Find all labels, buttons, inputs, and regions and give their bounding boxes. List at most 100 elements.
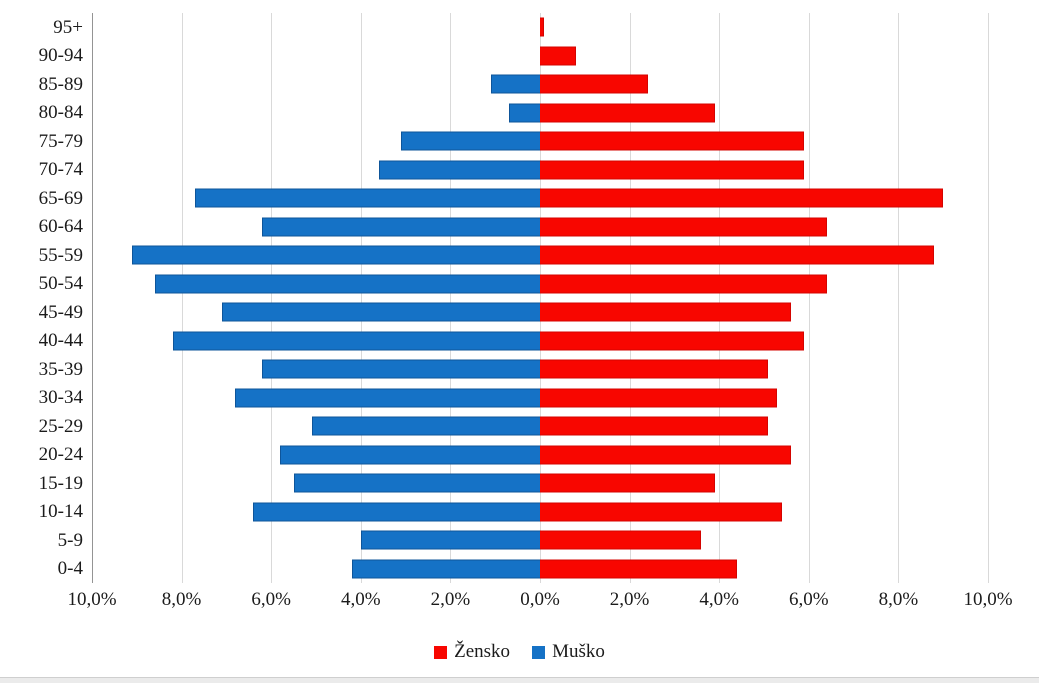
zensko-bar-75-79 [540, 131, 805, 151]
zensko-bar-60-64 [540, 217, 827, 237]
x-tick-label: 8,0% [878, 589, 919, 610]
zensko-bar-15-19 [540, 473, 715, 493]
legend: Žensko Muško [0, 641, 1039, 663]
zensko-bar-85-89 [540, 74, 648, 94]
musko-bar-40-44 [172, 331, 540, 351]
musko-swatch-icon [532, 645, 546, 659]
x-tick-label: 2,0% [609, 589, 650, 610]
age-label-80-84: 80-84 [38, 102, 83, 124]
pyramid-row-15-19 [92, 469, 988, 498]
age-label-70-74: 70-74 [38, 159, 83, 181]
zensko-bar-95+ [540, 17, 545, 37]
bar-rows [92, 13, 988, 583]
musko-bar-15-19 [293, 473, 540, 493]
musko-bar-25-29 [311, 416, 540, 436]
legend-item-musko: Muško [532, 641, 605, 663]
musko-bar-5-9 [360, 530, 540, 550]
musko-bar-20-24 [280, 445, 540, 465]
musko-bar-80-84 [508, 103, 540, 123]
window-bottom-edge [0, 677, 1039, 683]
gridline [629, 13, 631, 583]
zensko-bar-0-4 [540, 559, 738, 579]
age-label-25-29: 25-29 [38, 415, 83, 437]
zensko-bar-45-49 [540, 302, 791, 322]
age-label-0-4: 0-4 [57, 558, 83, 580]
zensko-bar-20-24 [540, 445, 791, 465]
gridline [271, 13, 273, 583]
pyramid-row-65-69 [92, 184, 988, 213]
zensko-swatch-icon [434, 645, 448, 659]
musko-bar-30-34 [235, 388, 540, 408]
age-label-20-24: 20-24 [38, 444, 83, 466]
gridline [360, 13, 362, 583]
age-label-50-54: 50-54 [38, 273, 83, 295]
x-tick-label: 6,0% [251, 589, 291, 610]
age-label-45-49: 45-49 [38, 301, 83, 323]
age-label-65-69: 65-69 [38, 187, 83, 209]
pyramid-row-85-89 [92, 70, 988, 99]
musko-bar-70-74 [378, 160, 540, 180]
pyramid-row-20-24 [92, 441, 988, 470]
musko-bar-10-14 [253, 502, 540, 522]
legend-item-zensko: Žensko [434, 641, 510, 663]
zensko-bar-25-29 [540, 416, 769, 436]
age-label-40-44: 40-44 [38, 330, 83, 352]
x-tick-label: 4,0% [699, 589, 739, 610]
zensko-bar-90-94 [540, 46, 576, 66]
pyramid-row-10-14 [92, 498, 988, 527]
pyramid-row-25-29 [92, 412, 988, 441]
age-label-85-89: 85-89 [38, 73, 83, 95]
zensko-bar-40-44 [540, 331, 805, 351]
musko-bar-50-54 [154, 274, 540, 294]
zensko-bar-30-34 [540, 388, 778, 408]
gridline [898, 13, 900, 583]
pyramid-row-30-34 [92, 384, 988, 413]
zensko-bar-10-14 [540, 502, 782, 522]
age-axis: 95+ 90-94 85-89 80-84 75-79 70-74 65-69 60-64 55… [0, 13, 85, 583]
zensko-bar-55-59 [540, 245, 935, 265]
age-label-75-79: 75-79 [38, 130, 83, 152]
gridline [92, 13, 93, 583]
percent-axis: 10,0% 8,0% 6,0% 4,0% 2,0% 0,0% 2,0% 4,0% 6,0% 8,0… [67, 589, 1012, 617]
musko-bar-0-4 [351, 559, 540, 579]
zensko-bar-35-39 [540, 359, 769, 379]
x-tick-label: 6,0% [789, 589, 829, 610]
age-label-10-14: 10-14 [38, 501, 83, 523]
musko-bar-45-49 [221, 302, 540, 322]
x-tick-label: 8,0% [161, 589, 202, 610]
musko-bar-65-69 [195, 188, 540, 208]
pyramid-row-45-49 [92, 298, 988, 327]
zensko-bar-5-9 [540, 530, 702, 550]
musko-bar-35-39 [262, 359, 540, 379]
pyramid-row-75-79 [92, 127, 988, 156]
pyramid-row-95+ [92, 13, 988, 42]
pyramid-row-0-4 [92, 555, 988, 584]
age-label-30-34: 30-34 [38, 387, 83, 409]
gridline [719, 13, 721, 583]
age-label-35-39: 35-39 [38, 358, 83, 380]
plot-area [92, 13, 989, 583]
zensko-bar-80-84 [540, 103, 715, 123]
x-tick-label: 0,0% [520, 589, 560, 610]
age-label-95+: 95+ [53, 16, 83, 38]
gridline [450, 13, 452, 583]
pyramid-row-5-9 [92, 526, 988, 555]
age-label-55-59: 55-59 [38, 244, 83, 266]
pyramid-row-60-64 [92, 213, 988, 242]
musko-bar-75-79 [401, 131, 540, 151]
musko-bar-60-64 [262, 217, 540, 237]
pyramid-row-35-39 [92, 355, 988, 384]
musko-bar-85-89 [490, 74, 540, 94]
age-label-15-19: 15-19 [38, 472, 83, 494]
pyramid-row-80-84 [92, 99, 988, 128]
zensko-bar-50-54 [540, 274, 827, 294]
x-tick-label: 10,0% [963, 589, 1013, 610]
pyramid-row-40-44 [92, 327, 988, 356]
pyramid-row-90-94 [92, 42, 988, 71]
age-label-60-64: 60-64 [38, 216, 83, 238]
zensko-bar-70-74 [540, 160, 805, 180]
pyramid-row-55-59 [92, 241, 988, 270]
pyramid-row-70-74 [92, 156, 988, 185]
zensko-bar-65-69 [540, 188, 944, 208]
x-tick-label: 10,0% [67, 589, 117, 610]
